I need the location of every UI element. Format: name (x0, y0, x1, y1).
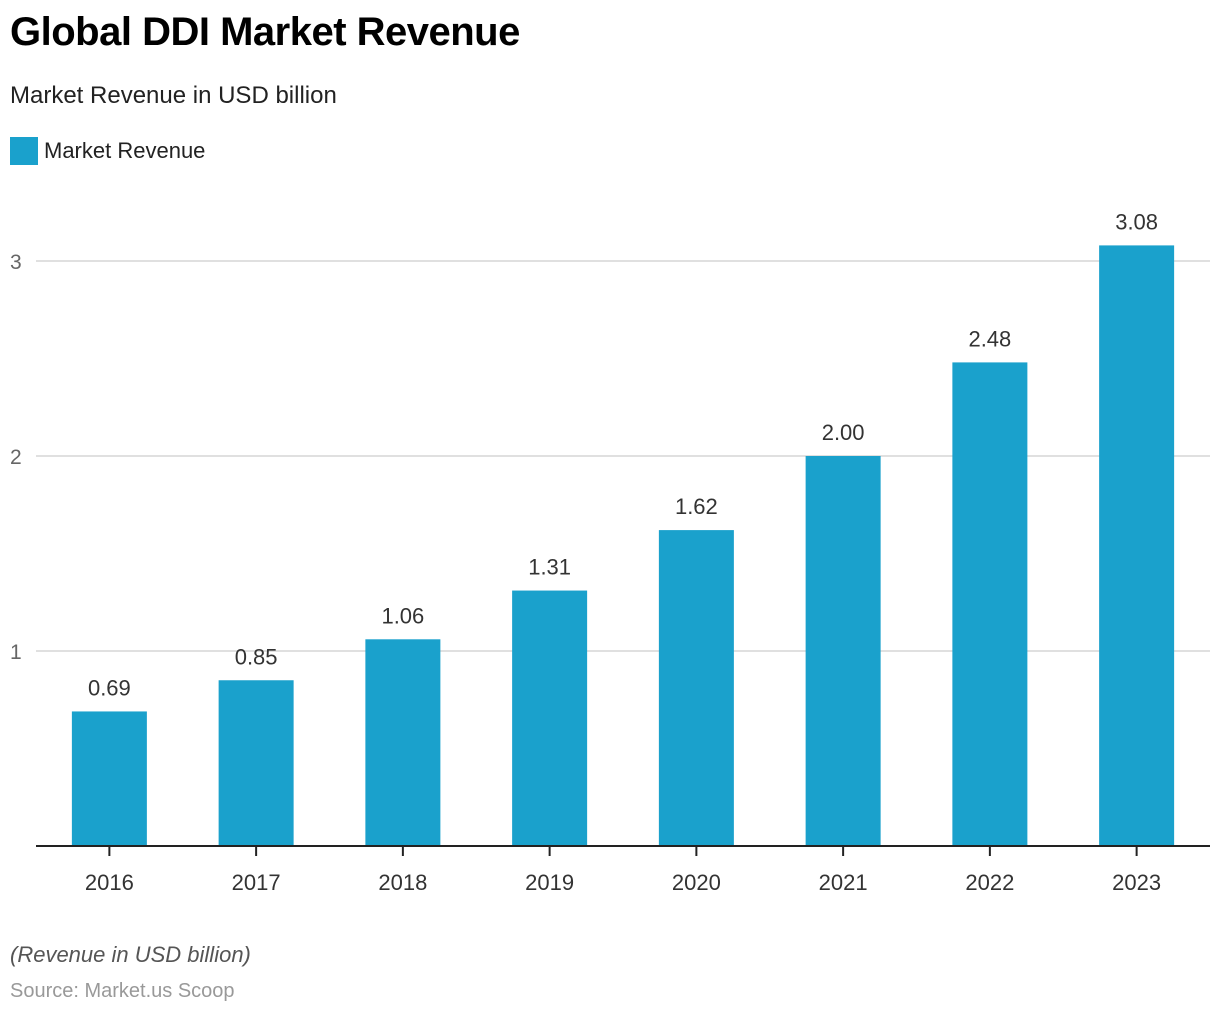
data-label: 1.31 (528, 555, 571, 580)
legend-label: Market Revenue (44, 138, 206, 163)
legend-swatch (10, 137, 38, 165)
data-label: 3.08 (1115, 209, 1158, 234)
x-tick-label: 2021 (819, 870, 868, 895)
x-tick-label: 2018 (378, 870, 427, 895)
bar (952, 362, 1028, 846)
x-tick-label: 2019 (525, 870, 574, 895)
bar (805, 456, 881, 846)
gridlines (36, 260, 1210, 652)
data-label: 1.62 (675, 494, 718, 519)
data-label: 0.69 (88, 675, 131, 700)
y-tick-label: 3 (10, 251, 22, 274)
chart-subtitle: Market Revenue in USD billion (10, 82, 337, 109)
y-tick-label: 1 (10, 641, 22, 664)
bar (1099, 245, 1175, 846)
data-label: 0.85 (235, 644, 278, 669)
data-label: 2.48 (968, 326, 1011, 351)
data-label: 1.06 (381, 603, 424, 628)
x-tick-label: 2022 (965, 870, 1014, 895)
x-axis: 2016 2017 2018 2019 2020 2021 2022 2023 (36, 845, 1210, 895)
legend: Market Revenue (10, 137, 205, 165)
x-tick-label: 2023 (1112, 870, 1161, 895)
y-tick-label: 2 (10, 446, 22, 469)
x-tick-label: 2017 (232, 870, 281, 895)
chart-title: Global DDI Market Revenue (10, 10, 520, 54)
footnote: (Revenue in USD billion) (10, 942, 251, 967)
data-label: 2.00 (822, 420, 865, 445)
source-note: Source: Market.us Scoop (10, 980, 235, 1002)
y-axis-ticks: 1 2 3 (10, 251, 22, 664)
bar (512, 590, 588, 846)
x-tick-label: 2020 (672, 870, 721, 895)
bar (658, 530, 734, 846)
x-tick-label: 2016 (85, 870, 134, 895)
data-labels: 0.69 0.85 1.06 1.31 1.62 2.00 2.48 3.08 (88, 209, 1158, 700)
bar (218, 680, 294, 846)
bars (71, 245, 1175, 846)
bar (71, 711, 147, 846)
bar (365, 639, 441, 846)
